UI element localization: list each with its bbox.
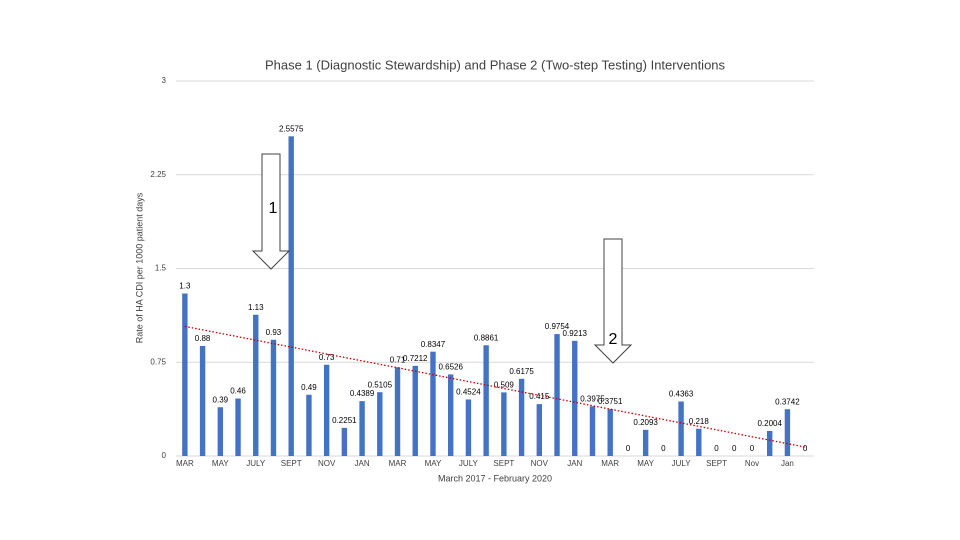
bar xyxy=(696,428,702,456)
bar xyxy=(607,409,613,456)
bar xyxy=(217,407,224,456)
x-tick-label: MAR xyxy=(389,459,407,468)
bar xyxy=(306,394,312,456)
y-axis-title: Rate of HA CDI per 1000 patient days xyxy=(134,192,144,343)
data-label: 1.3 xyxy=(179,282,191,291)
data-label: 0.93 xyxy=(266,328,282,337)
bar xyxy=(253,314,259,456)
data-label: 0.4363 xyxy=(669,390,694,399)
bar xyxy=(589,406,596,456)
x-tick-label: JAN xyxy=(567,459,582,468)
bar xyxy=(199,346,206,456)
data-label: 0 xyxy=(626,444,631,453)
bar xyxy=(270,339,277,456)
data-label: 0.5105 xyxy=(368,380,393,389)
y-tick-label: 0 xyxy=(162,451,167,460)
data-label: 0.3975 xyxy=(580,394,605,403)
arrow xyxy=(251,153,291,270)
bar xyxy=(536,404,543,456)
x-tick-label: JAN xyxy=(355,459,370,468)
bar xyxy=(784,409,791,456)
bar xyxy=(235,398,241,456)
y-tick-label: 2.25 xyxy=(150,170,166,179)
x-tick-label: NOV xyxy=(318,459,336,468)
data-label: 0.7212 xyxy=(403,354,428,363)
data-label: 0.73 xyxy=(319,353,335,362)
data-label: 2.5575 xyxy=(279,124,304,133)
bar xyxy=(572,340,578,456)
data-label: 0.2004 xyxy=(757,419,782,428)
data-label: 1.13 xyxy=(248,303,264,312)
bar xyxy=(394,367,401,456)
bar xyxy=(430,351,436,456)
bar xyxy=(447,374,454,456)
x-axis-title: March 2017 - February 2020 xyxy=(438,473,552,483)
data-label: 0 xyxy=(714,444,719,453)
trendline xyxy=(184,325,806,448)
arrow xyxy=(593,238,633,364)
x-tick-label: MAR xyxy=(601,459,619,468)
x-tick-label: SEPT xyxy=(706,459,727,468)
data-label: 0.8347 xyxy=(421,340,446,349)
x-tick-label: JULY xyxy=(246,459,266,468)
data-label: 0 xyxy=(732,444,737,453)
y-tick-label: 0.75 xyxy=(150,357,166,366)
data-label: 0.46 xyxy=(230,387,246,396)
data-label: 0 xyxy=(803,444,808,453)
data-label: 0.2251 xyxy=(332,416,357,425)
x-tick-label: Nov xyxy=(745,459,759,468)
bar xyxy=(501,392,507,456)
bar xyxy=(377,392,383,456)
data-label: 0.509 xyxy=(494,380,515,389)
x-tick-label: MAY xyxy=(212,459,229,468)
bar xyxy=(766,430,773,456)
x-tick-label: JULY xyxy=(459,459,479,468)
data-label: 0.415 xyxy=(529,392,550,401)
data-label: 0.6526 xyxy=(438,363,463,372)
y-tick-label: 1.5 xyxy=(155,264,167,273)
data-label: 0.3742 xyxy=(775,397,800,406)
data-label: 0.6175 xyxy=(509,367,534,376)
chart-title: Phase 1 (Diagnostic Stewardship) and Pha… xyxy=(265,57,726,72)
x-tick-label: SEPT xyxy=(281,459,302,468)
bar xyxy=(518,378,525,456)
bar xyxy=(288,136,294,456)
data-label: 0.71 xyxy=(390,355,406,364)
data-label: 0 xyxy=(661,444,666,453)
x-tick-label: MAY xyxy=(637,459,654,468)
annotation: 1 xyxy=(269,200,278,217)
bar xyxy=(182,293,188,456)
plot-area: 0 0.75 1.5 2.25 3 MAR 1.3 0.88 MAY 0.390.46 JULY 1.… xyxy=(150,76,814,468)
x-tick-label: JULY xyxy=(672,459,692,468)
annotation: 2 xyxy=(609,331,618,348)
y-tick-label: 3 xyxy=(162,76,167,85)
data-label: 0 xyxy=(750,444,755,453)
bar xyxy=(323,364,330,456)
x-tick-label: NOV xyxy=(531,459,549,468)
data-label: 0.49 xyxy=(301,383,317,392)
data-label: 0.39 xyxy=(213,395,229,404)
bar xyxy=(678,401,684,456)
bar xyxy=(412,365,418,456)
data-label: 0.88 xyxy=(195,334,211,343)
data-label: 0.3751 xyxy=(598,397,623,406)
x-tick-label: MAY xyxy=(425,459,442,468)
x-tick-label: Jan xyxy=(781,459,794,468)
data-label: 0.9213 xyxy=(563,329,588,338)
data-label: 0.8861 xyxy=(474,333,499,342)
x-tick-label: MAR xyxy=(176,459,194,468)
bar xyxy=(465,399,472,456)
data-label: 0.218 xyxy=(689,417,710,426)
data-label: 0.4524 xyxy=(456,388,481,397)
bar xyxy=(359,401,365,456)
data-label: 0.9754 xyxy=(545,322,570,331)
bar xyxy=(341,427,348,456)
data-label: 0.4389 xyxy=(350,389,375,398)
bar xyxy=(642,429,649,456)
data-label: 0.2093 xyxy=(633,418,658,427)
bar xyxy=(554,334,560,456)
x-tick-label: SEPT xyxy=(493,459,514,468)
bar xyxy=(483,345,489,456)
